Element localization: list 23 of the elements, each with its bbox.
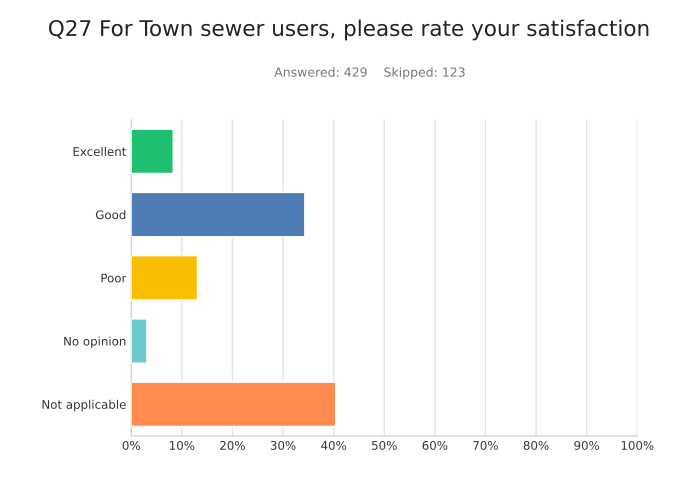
x-tick-label: 40% (321, 440, 346, 450)
x-tick-label: 100% (622, 440, 654, 450)
bar (131, 254, 198, 301)
x-tick-label: 30% (270, 440, 296, 450)
x-tick-label: 90% (574, 440, 600, 450)
y-tick-label: No opinion (64, 336, 126, 348)
chart-title: Q27 For Town sewer users, please rate your satisfaction (49, 20, 648, 40)
x-tick-label: 60% (422, 440, 448, 450)
x-tick-label: 10% (170, 440, 194, 450)
y-tick-label: Good (96, 210, 126, 220)
bar (131, 318, 148, 364)
bar (131, 381, 336, 428)
chart-subtitle: Answered: 429 Skipped: 123 (274, 67, 465, 80)
x-tick-label: 0% (122, 440, 140, 450)
bar (131, 128, 174, 174)
x-tick-label: 80% (524, 440, 549, 450)
y-tick-label: Not applicable (42, 400, 126, 412)
x-tick-label: 70% (473, 440, 498, 450)
y-tick-label: Poor (102, 274, 126, 282)
x-tick-label: 50% (372, 440, 397, 450)
y-tick-label: Excellent (74, 146, 126, 156)
bar (131, 192, 306, 238)
x-tick-label: 20% (220, 440, 245, 450)
